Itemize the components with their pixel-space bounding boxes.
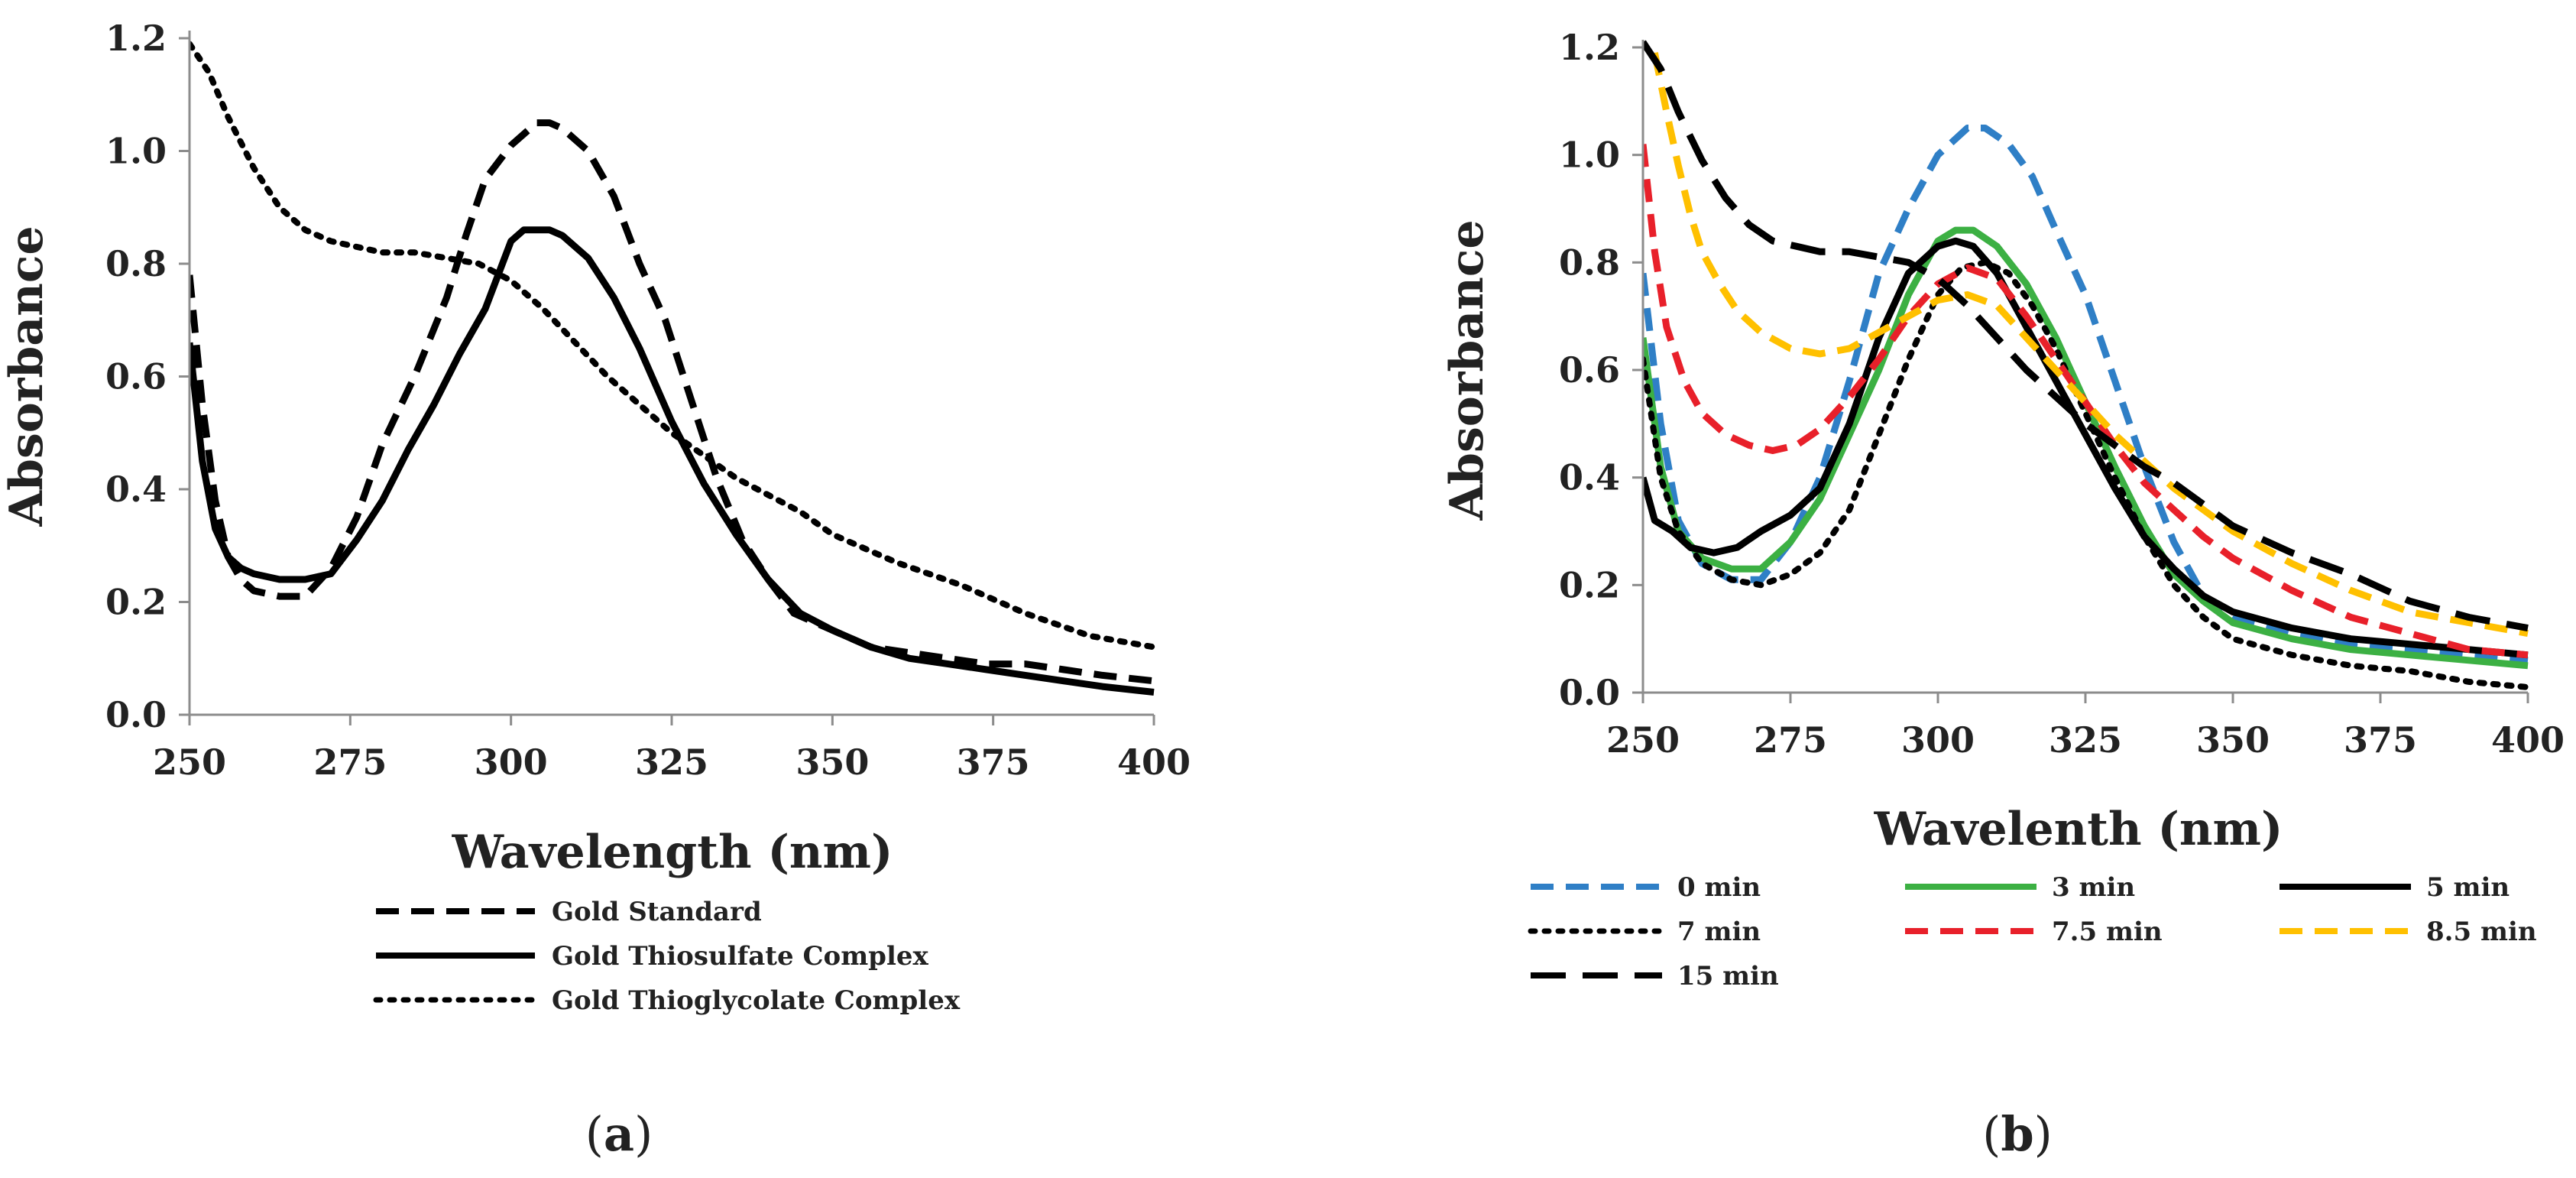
series-line-gold-standard bbox=[190, 119, 1155, 685]
series-line-gold-thioglycolate-complex bbox=[190, 41, 1157, 651]
x-axis-title: Wavelength (nm) bbox=[452, 826, 893, 879]
series-line-7-5-min bbox=[1643, 144, 2529, 659]
panel-label: (b) bbox=[1982, 1106, 2053, 1162]
y-tick-label: 1.2 bbox=[105, 18, 167, 59]
legend-label: Gold Standard bbox=[552, 897, 762, 927]
x-tick-label: 350 bbox=[2196, 719, 2270, 761]
x-tick-label: 375 bbox=[2344, 719, 2417, 761]
panel-label-letter: a bbox=[604, 1106, 634, 1162]
chart-panel-a: 250 275 300 325 350 375 400 0.0 0.2 0.4 0.6 0.8 1.0 1… bbox=[0, 18, 1191, 1162]
y-tick-label: 0.2 bbox=[1559, 564, 1620, 605]
series-line-8-5-min bbox=[1651, 52, 2529, 638]
x-tick-label: 350 bbox=[795, 742, 869, 783]
panel-label-open: ( bbox=[1982, 1106, 2001, 1162]
legend-label: 3 min bbox=[2052, 872, 2135, 903]
legend: Gold Standard Gold Thiosulfate Complex Gol… bbox=[373, 897, 961, 1016]
series-line-5-min bbox=[1643, 237, 2529, 659]
legend-label: Gold Thioglycolate Complex bbox=[552, 985, 961, 1016]
panel-label: (a) bbox=[585, 1106, 653, 1162]
x-tick-label: 400 bbox=[1117, 742, 1191, 783]
x-tick-label: 275 bbox=[313, 742, 387, 783]
series-line-gold-thiosulfate-complex bbox=[190, 226, 1155, 696]
chart-panel-b: 250 275 300 325 350 375 400 0.0 0.2 0.4 0.6 0.8 1.0 1… bbox=[1440, 27, 2565, 1162]
x-tick-label: 300 bbox=[1901, 719, 1975, 761]
legend-label: 5 min bbox=[2426, 872, 2510, 903]
y-tick-label: 0.0 bbox=[1559, 672, 1620, 713]
series-line-15-min bbox=[1643, 40, 2529, 632]
y-tick-label: 0.0 bbox=[105, 694, 167, 735]
legend-label: 7 min bbox=[1677, 917, 1761, 947]
x-tick-label: 275 bbox=[1754, 719, 1827, 761]
series-line-3-min bbox=[1643, 226, 2529, 670]
panel-label-close: ) bbox=[634, 1106, 653, 1162]
legend-label: 7.5 min bbox=[2052, 917, 2163, 947]
y-axis-title: Absorbance bbox=[1440, 219, 1494, 521]
y-tick-label: 0.6 bbox=[105, 356, 167, 398]
y-tick-label: 0.4 bbox=[105, 469, 167, 510]
panel-label-letter: b bbox=[2001, 1106, 2033, 1162]
x-tick-label: 375 bbox=[957, 742, 1030, 783]
y-tick-label: 0.8 bbox=[105, 243, 167, 284]
y-tick-label: 0.6 bbox=[1559, 349, 1620, 391]
x-axis-title: Wavelenth (nm) bbox=[1874, 803, 2283, 856]
legend-label: 0 min bbox=[1677, 872, 1761, 903]
x-tick-label: 300 bbox=[475, 742, 548, 783]
y-tick-label: 1.2 bbox=[1559, 27, 1620, 68]
x-tick-label: 325 bbox=[635, 742, 708, 783]
legend: 0 min 3 min 5 min 7 min 7.5 min 8.5 min 15 min bbox=[1528, 872, 2537, 991]
panel-label-close: ) bbox=[2034, 1106, 2053, 1162]
y-tick-label: 0.2 bbox=[105, 582, 167, 623]
x-tick-label: 400 bbox=[2491, 719, 2565, 761]
series-line-0-min bbox=[1643, 125, 2529, 664]
series-line-7-min bbox=[1643, 259, 2531, 690]
legend-label: Gold Thiosulfate Complex bbox=[552, 941, 928, 972]
panel-label-open: ( bbox=[585, 1106, 604, 1162]
y-tick-label: 0.4 bbox=[1559, 457, 1620, 498]
y-tick-label: 1.0 bbox=[105, 131, 167, 172]
x-tick-label: 250 bbox=[1606, 719, 1680, 761]
legend-label: 15 min bbox=[1677, 961, 1779, 991]
x-tick-label: 250 bbox=[153, 742, 226, 783]
y-tick-label: 1.0 bbox=[1559, 135, 1620, 176]
y-axis-title: Absorbance bbox=[0, 226, 53, 527]
y-tick-label: 0.8 bbox=[1559, 242, 1620, 283]
x-tick-label: 325 bbox=[2049, 719, 2122, 761]
legend-label: 8.5 min bbox=[2426, 917, 2537, 947]
